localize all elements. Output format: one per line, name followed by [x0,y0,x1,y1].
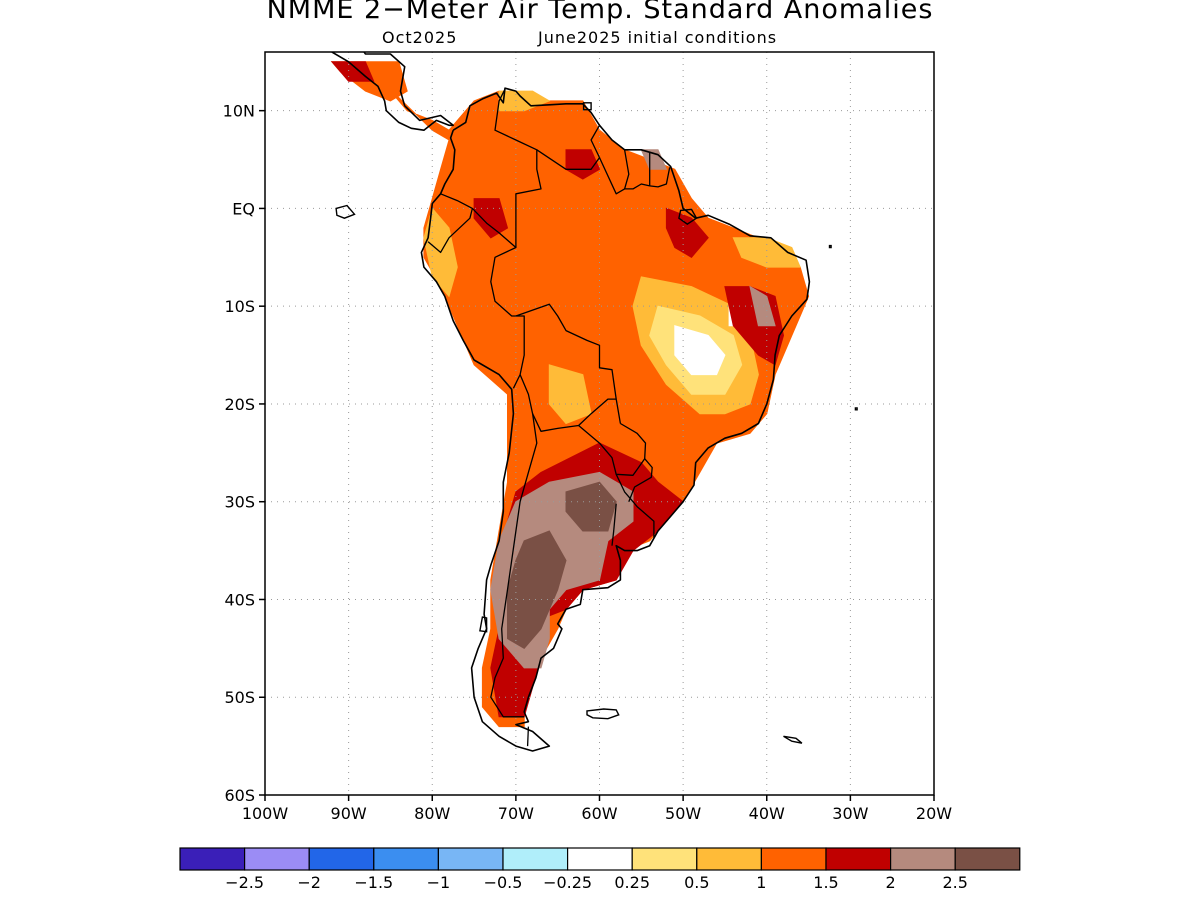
lon-tick-label: 60W [581,804,617,823]
colorbar-swatch [631,847,698,871]
country-border [515,303,622,424]
colorbar-label: 1 [756,873,766,892]
country-border [611,503,617,546]
colorbar-swatch [437,847,504,871]
anomaly-region-4 [548,364,592,425]
country-border [526,726,530,747]
anomaly-region-19 [640,149,668,170]
colorbar-swatch [825,847,892,871]
lat-tick-label: 40S [224,590,255,609]
colorbar-swatch [889,847,956,871]
country-border [490,413,538,718]
island-trinidad [582,102,592,111]
lon-tick-label: 80W [414,804,450,823]
country-border [615,474,655,538]
island-marajo [678,208,698,225]
colorbar-swatch [760,847,827,871]
anomaly-region-18 [749,285,776,327]
island-fernando-de-noronha [828,244,832,249]
colorbar-swatch [244,847,310,871]
country-border [494,88,542,248]
colorbar: −2.5 −2 −1.5 −1 −0.5 −0.25 0.25 0.5 1 1.5 2 2.5 [179,847,1021,892]
anomaly-region-21 [507,530,567,650]
colorbar-label: −0.5 [484,873,523,892]
coastline-south-america [420,87,811,752]
country-border [519,374,617,432]
country-border [578,422,647,476]
lat-tick-label: 50S [224,688,255,707]
colorbar-label: 0.5 [684,873,709,892]
country-border [623,149,630,190]
lat-tick-label: EQ [232,199,255,218]
colorbar-label: 1.5 [813,873,838,892]
colorbar-swatch [502,847,569,871]
colorbar-label: −2 [297,873,321,892]
colorbar-label: 0.25 [614,873,650,892]
country-border [598,157,671,195]
valid-month-label: Oct2025 [382,28,458,47]
country-border [427,193,474,254]
lon-tick-label: 40W [749,804,785,823]
coastlines-and-borders [331,52,858,752]
colorbar-label: −2.5 [225,873,264,892]
country-border [471,207,525,389]
colorbar-label: −1 [427,873,451,892]
colorbar-swatch [954,847,1021,871]
country-border [536,124,601,170]
island-galapagos [335,204,356,219]
anomaly-shading [330,61,810,728]
island-falklands [586,708,620,720]
colorbar-swatch [308,847,375,871]
island-south-georgia [783,735,803,744]
island-chiloe [479,616,488,633]
lat-tick-label: 10S [224,297,255,316]
colorbar-label: −1.5 [354,873,393,892]
lon-tick-label: 20W [916,804,952,823]
colorbar-swatch [696,847,762,871]
lon-tick-label: 100W [242,804,289,823]
colorbar-swatch [179,847,246,871]
initial-conditions-label: June2025 initial conditions [538,28,778,47]
lon-tick-label: 50W [665,804,701,823]
lat-tick-label: 20S [224,395,255,414]
island-trindade [854,407,858,411]
lon-tick-label: 70W [498,804,534,823]
anomaly-region-8 [674,325,726,376]
anomaly-region-20 [565,481,617,532]
lat-tick-label: 30S [224,493,255,512]
colorbar-swatch [566,847,633,871]
lat-tick-label: 10N [223,102,255,121]
colorbar-label: 2.5 [942,873,967,892]
lat-tick-label: 60S [224,786,255,805]
anomaly-region-16 [330,61,375,82]
colorbar-label: 2 [886,873,896,892]
map-title: NMME 2−Meter Air Temp. Standard Anomalie… [266,0,934,25]
coastline-central-america [331,52,455,131]
lon-tick-label: 30W [832,804,868,823]
country-border [628,458,653,502]
colorbar-swatch [373,847,439,871]
anomaly-region-12 [665,207,709,258]
colorbar-label: −0.25 [543,873,592,892]
lon-tick-label: 90W [331,804,367,823]
anomaly-region-13 [565,149,601,180]
